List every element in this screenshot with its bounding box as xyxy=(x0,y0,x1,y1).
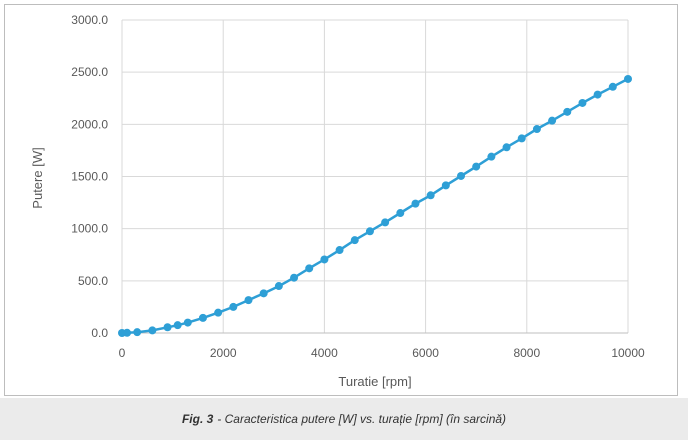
data-point xyxy=(335,246,344,255)
data-point xyxy=(548,116,557,125)
x-tick-label: 6000 xyxy=(412,346,439,360)
data-point xyxy=(502,143,511,152)
grid xyxy=(121,19,629,334)
data-point xyxy=(163,323,172,332)
data-point xyxy=(517,134,526,143)
data-point xyxy=(148,326,157,335)
x-tick-label: 0 xyxy=(119,346,126,360)
data-point xyxy=(396,209,405,218)
data-point xyxy=(173,321,182,330)
power-speed-chart: 0.0 500.0 1000.0 1500.0 2000.0 2500.0 3000.0 0 2… xyxy=(30,13,645,389)
data-point xyxy=(274,282,283,291)
x-tick-label: 2000 xyxy=(210,346,237,360)
data-point xyxy=(441,181,450,190)
data-point xyxy=(365,227,374,236)
x-tick-label: 4000 xyxy=(311,346,338,360)
data-point xyxy=(457,171,466,180)
data-point xyxy=(229,302,238,311)
data-point xyxy=(305,264,314,273)
data-point xyxy=(593,90,602,99)
data-point xyxy=(563,107,572,116)
caption-label: Fig. 3 xyxy=(181,412,214,426)
data-point xyxy=(320,255,329,264)
data-point xyxy=(244,296,253,305)
series-power xyxy=(118,74,632,337)
data-point xyxy=(214,308,223,317)
axes: 0.0 500.0 1000.0 1500.0 2000.0 2500.0 3000.0 0 2… xyxy=(71,13,645,360)
chart-frame xyxy=(4,4,678,396)
figure-caption: Fig. 3 - Caracteristica putere [W] vs. t… xyxy=(0,398,688,440)
x-tick-label: 8000 xyxy=(513,346,540,360)
data-point xyxy=(123,328,132,337)
data-point xyxy=(426,191,435,200)
x-tick-label: 10000 xyxy=(611,346,645,360)
data-point xyxy=(608,82,617,91)
y-tick-label: 1000.0 xyxy=(71,222,108,236)
y-tick-label: 0.0 xyxy=(91,326,108,340)
data-point xyxy=(487,152,496,161)
data-point xyxy=(472,162,481,171)
data-point xyxy=(198,313,207,322)
data-point xyxy=(183,318,192,327)
y-tick-label: 2500.0 xyxy=(71,65,108,79)
data-point xyxy=(532,125,541,134)
y-axis-title: Putere [W] xyxy=(30,147,45,208)
y-tick-label: 500.0 xyxy=(78,274,108,288)
data-point xyxy=(259,289,268,298)
y-tick-label: 3000.0 xyxy=(71,13,108,27)
y-tick-label: 2000.0 xyxy=(71,117,108,131)
data-point xyxy=(411,199,420,208)
y-tick-label: 1500.0 xyxy=(71,170,108,184)
data-point xyxy=(290,273,299,282)
data-point xyxy=(350,236,359,245)
caption-text: - Caracteristica putere [W] vs. turație … xyxy=(217,412,507,426)
data-point xyxy=(624,74,632,83)
data-point xyxy=(133,328,142,337)
data-point xyxy=(381,218,390,227)
data-point xyxy=(578,98,587,107)
x-axis-title: Turatie [rpm] xyxy=(338,374,411,389)
